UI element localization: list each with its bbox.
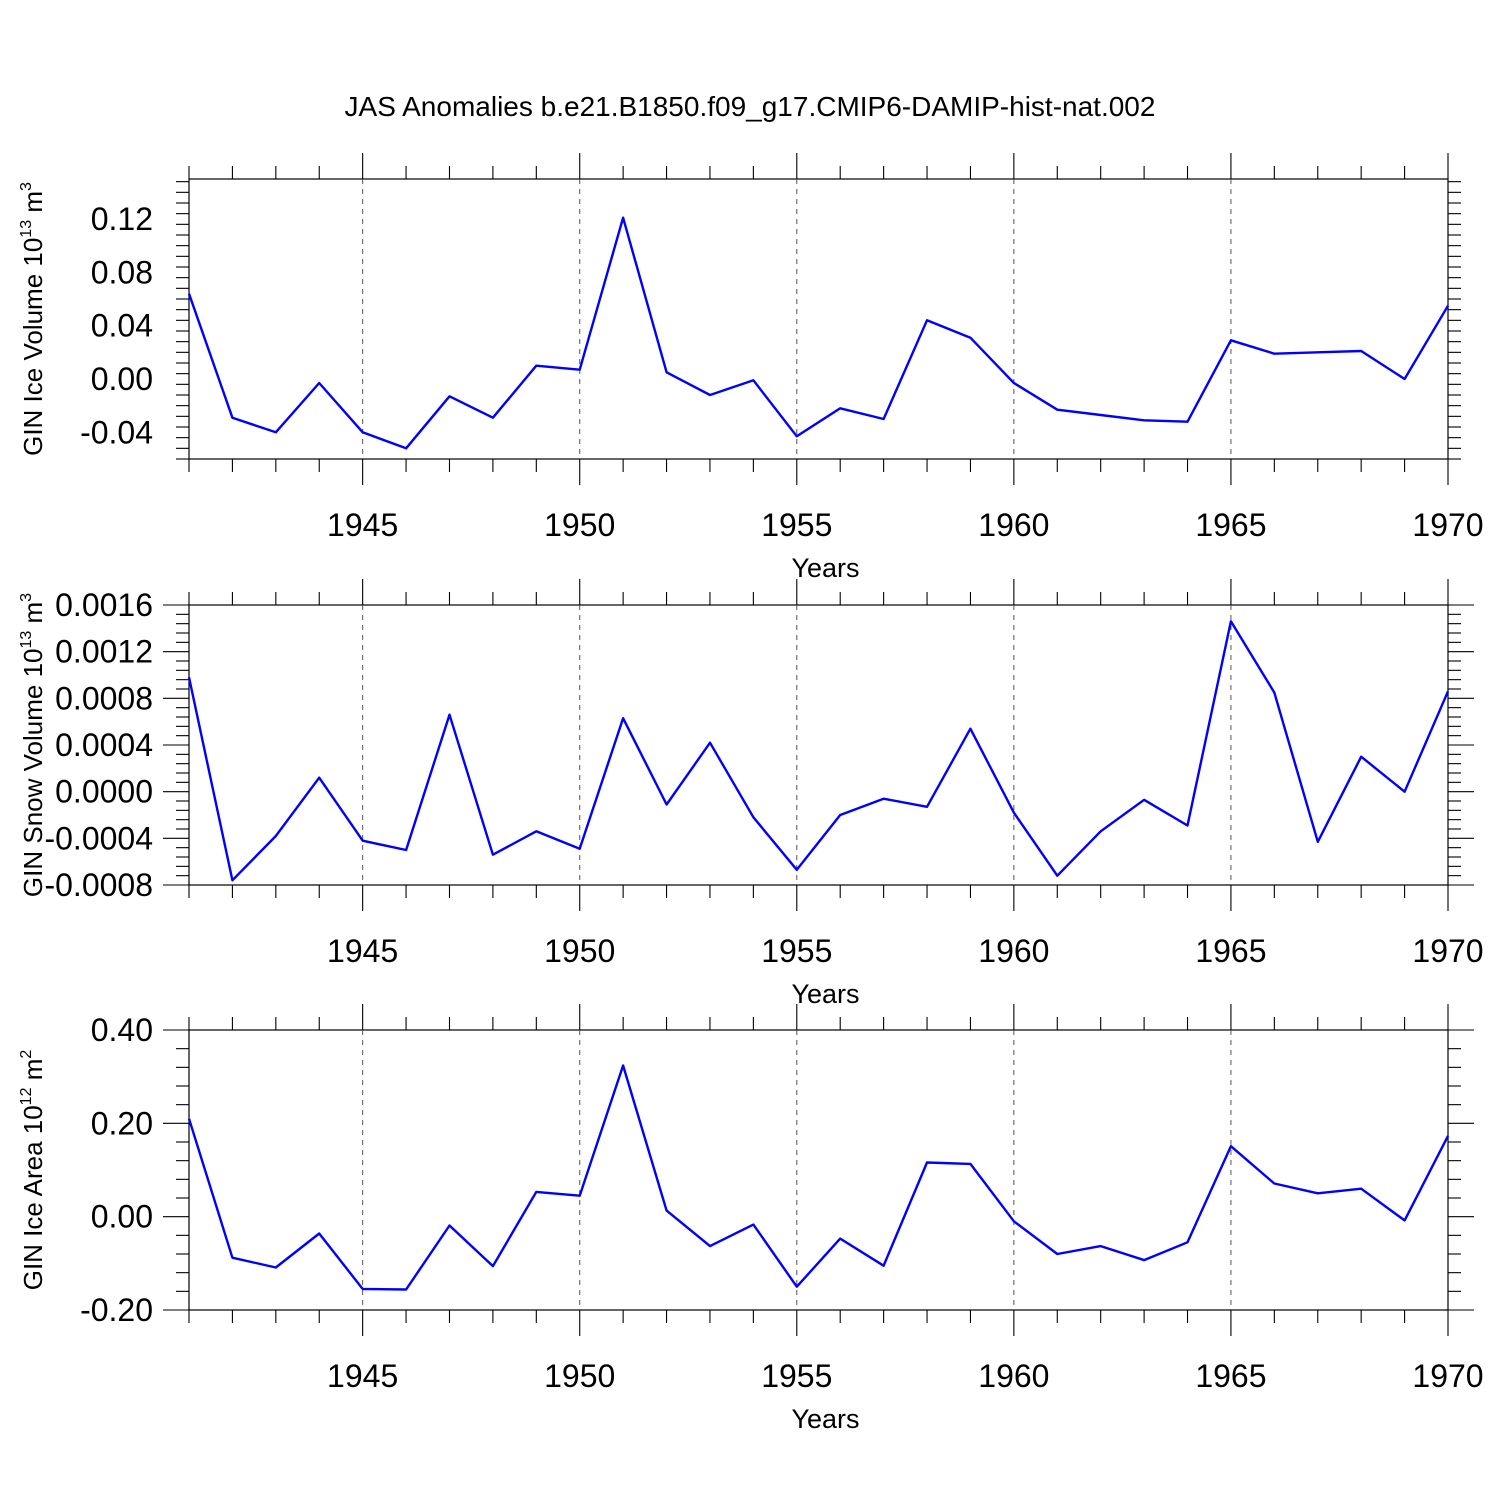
y-tick-label: -0.0004	[44, 820, 153, 856]
y-tick-label: 0.40	[91, 1012, 153, 1048]
x-tick-label: 1970	[1412, 1358, 1483, 1394]
x-tick-label: 1955	[761, 1358, 832, 1394]
series-line	[187, 1064, 1450, 1291]
y-axis-title-superscript: 2	[18, 1050, 35, 1059]
y-tick-label: 0.0008	[55, 680, 153, 716]
y-tick-label: 0.04	[91, 308, 153, 344]
y-axis-title-part: GIN Snow Volume 10	[18, 649, 48, 898]
x-tick-label: 1965	[1195, 507, 1266, 543]
series-line	[187, 216, 1450, 450]
y-axis-title: GIN Snow Volume 1013 m3	[18, 593, 48, 897]
panel-ice-area: -0.20 0.00 0.20 0.40 1945 1950 1955 1960 1965 197…	[18, 1004, 1484, 1434]
y-axis-title-superscript: 13	[18, 220, 35, 238]
y-tick-label: 0.00	[91, 1199, 153, 1235]
x-tick-label: 1945	[327, 507, 398, 543]
plot-frame	[188, 178, 1449, 460]
x-tick-label: 1945	[327, 1358, 398, 1394]
y-axis-title-part: GIN Ice Volume 10	[18, 238, 48, 456]
figure-title: JAS Anomalies b.e21.B1850.f09_g17.CMIP6-…	[345, 91, 1156, 122]
y-axis-title: GIN Ice Volume 1013 m3	[18, 182, 48, 456]
x-tick-label: 1960	[978, 933, 1049, 969]
y-tick-label: 0.08	[91, 254, 153, 290]
y-tick-label: -0.04	[80, 414, 153, 450]
y-axis-title-part: m	[18, 191, 48, 220]
y-axis-title-superscript: 3	[18, 182, 35, 191]
series-line	[187, 620, 1450, 882]
y-tick-label: 0.0000	[55, 774, 153, 810]
x-tick-label: 1970	[1412, 933, 1483, 969]
x-tick-label: 1960	[978, 1358, 1049, 1394]
x-axis-title: Years	[791, 979, 859, 1009]
x-axis-title: Years	[791, 1404, 859, 1434]
x-tick-label: 1945	[327, 933, 398, 969]
y-tick-label: 0.12	[91, 201, 153, 237]
y-axis-title-part: GIN Ice Area 10	[18, 1105, 48, 1290]
y-tick-label: 0.0016	[55, 587, 153, 623]
x-tick-label: 1970	[1412, 507, 1483, 543]
y-axis-title-superscript: 12	[18, 1087, 35, 1105]
y-axis-title-part: m	[18, 602, 48, 631]
x-tick-label: 1960	[978, 507, 1049, 543]
x-tick-label: 1950	[544, 507, 615, 543]
y-tick-label: 0.20	[91, 1105, 153, 1141]
x-tick-label: 1955	[761, 507, 832, 543]
x-tick-label: 1965	[1195, 933, 1266, 969]
y-tick-label: -0.0008	[44, 867, 153, 903]
x-axis-title: Years	[791, 553, 859, 583]
y-axis-title-part: m	[18, 1059, 48, 1088]
plot-frame	[188, 1029, 1449, 1311]
y-axis-title-superscript: 3	[18, 593, 35, 602]
panel-snow-volume: -0.0008 -0.0004 0.0000 0.0004 0.0008 0.0012 0.…	[18, 579, 1484, 1009]
x-tick-label: 1950	[544, 933, 615, 969]
y-tick-label: 0.0004	[55, 727, 153, 763]
y-tick-label: -0.20	[80, 1292, 153, 1328]
panel-ice-volume: -0.04 0.00 0.04 0.08 0.12 1945 1950 1955 1960 196…	[18, 153, 1484, 583]
x-tick-label: 1965	[1195, 1358, 1266, 1394]
x-tick-label: 1955	[761, 933, 832, 969]
y-axis-title: GIN Ice Area 1012 m2	[18, 1050, 48, 1291]
x-tick-label: 1950	[544, 1358, 615, 1394]
y-tick-label: 0.0012	[55, 634, 153, 670]
y-axis-title-superscript: 13	[18, 631, 35, 649]
y-tick-label: 0.00	[91, 361, 153, 397]
